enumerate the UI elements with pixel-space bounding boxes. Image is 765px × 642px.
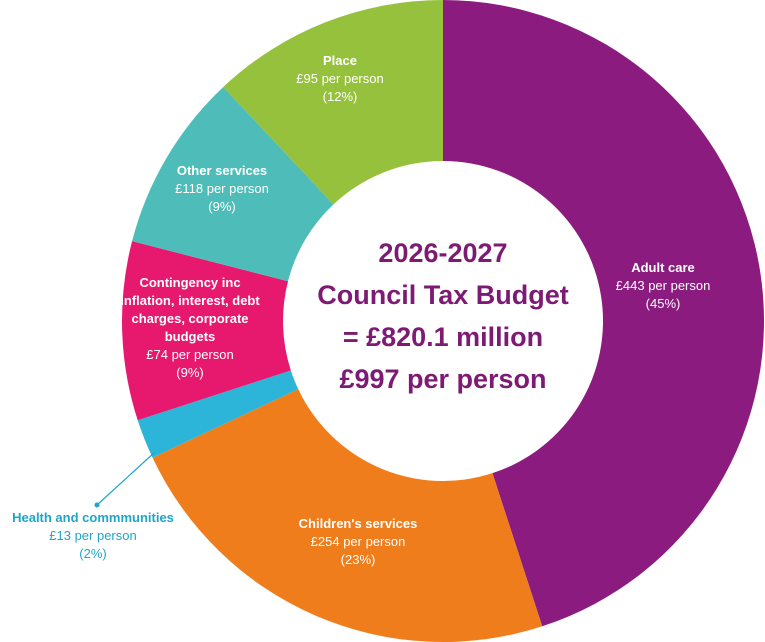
- center-line: = £820.1 million: [342, 322, 544, 352]
- donut-slice: [137, 370, 299, 458]
- per-person: £13 per person: [49, 528, 137, 543]
- slice-percent: (9%): [176, 365, 204, 380]
- center-line: Council Tax Budget: [317, 280, 569, 310]
- slice-percent: (45%): [645, 296, 681, 311]
- slice-name: Health and commmunities: [12, 510, 174, 525]
- slice-percent: (12%): [322, 89, 358, 104]
- per-person: £95 per person: [296, 71, 384, 86]
- slice-name: Contingency inc inflation, interest, deb…: [120, 275, 260, 344]
- center-line: 2026-2027: [378, 238, 508, 268]
- per-person: £443 per person: [615, 278, 711, 293]
- slice-name: Place: [323, 53, 357, 68]
- slice-name: Other services: [176, 163, 268, 178]
- slice-percent: (2%): [79, 546, 107, 561]
- slice-percent: (23%): [340, 552, 376, 567]
- slice-name: Children's services: [298, 516, 418, 531]
- per-person: £118 per person: [175, 181, 269, 196]
- center-text: 2026-2027 Council Tax Budget = £820.1 mill…: [317, 232, 569, 400]
- slice-name: Adult care: [631, 260, 695, 275]
- center-line: £997 per person: [339, 364, 547, 394]
- leader-line: [96, 451, 156, 506]
- donut-slice: [132, 87, 334, 282]
- slice-label: Adult care £443 per person (45%): [588, 259, 738, 313]
- donut-slice: [122, 241, 291, 421]
- per-person: £74 per person: [146, 347, 234, 362]
- per-person: £254 per person: [310, 534, 406, 549]
- slice-percent: (9%): [208, 199, 236, 214]
- slice-label: Place £95 per person (12%): [265, 52, 415, 106]
- slice-label: Health and commmunities £13 per person (2%…: [0, 509, 193, 563]
- leader-dot: [94, 502, 100, 508]
- slice-label: Other services £118 per person (9%): [147, 162, 297, 216]
- donut-slice: [223, 0, 443, 205]
- donut-slice: [152, 389, 543, 642]
- slice-label: Contingency inc inflation, interest, deb…: [120, 274, 260, 382]
- slice-label: Children's services £254 per person (23%): [273, 515, 443, 569]
- donut-slice: [443, 0, 764, 627]
